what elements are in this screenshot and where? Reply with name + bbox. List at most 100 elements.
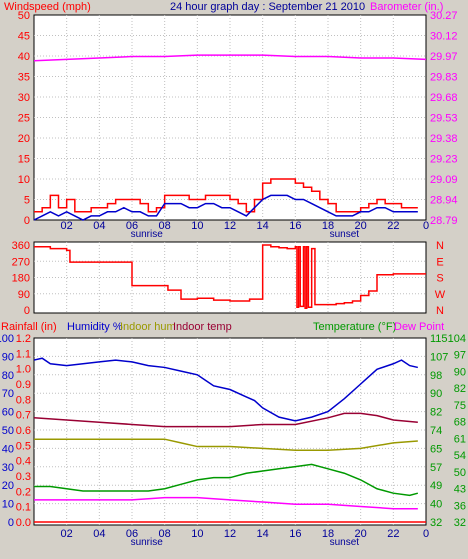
dir-ytick-3: 270: [12, 256, 30, 268]
temp-outer-ytick-4: 54: [454, 450, 466, 462]
pct-ytick-5: 50: [2, 425, 14, 437]
wind-xtick-02: 02: [61, 220, 73, 232]
th-xtick-10: 10: [191, 528, 203, 540]
pct-ytick-7: 70: [2, 388, 14, 400]
rainfall-label: Rainfall (in): [1, 321, 57, 333]
temp-outer-ytick-0: 32: [454, 517, 466, 529]
pct-ytick-10: 100: [0, 333, 14, 345]
temp-ytick-10: 115: [430, 333, 448, 345]
pct-ytick-6: 60: [2, 407, 14, 419]
temp-ytick-7: 90: [430, 388, 442, 400]
pct-ytick-1: 10: [2, 499, 14, 511]
temp-ytick-8: 98: [430, 370, 442, 382]
avg-wind-line: [33, 194, 418, 221]
series-indoor-hum: [34, 438, 418, 451]
rain-ytick-10: 1.0: [16, 364, 31, 376]
temp-outer-ytick-1: 36: [454, 500, 466, 512]
th-xtick-0: 0: [423, 528, 429, 540]
wind-ytick-5: 25: [18, 113, 30, 125]
compass-3: E: [436, 256, 443, 268]
rain-ytick-5: 0.5: [16, 440, 31, 452]
rain-ytick-2: 0.2: [16, 486, 31, 498]
temp-outer-ytick-8: 82: [454, 383, 466, 395]
temp-hum-x-ticks: 02 04 06 08 10 12 14 16 18 20 22 0 sunrise sunset: [61, 528, 430, 548]
wind-xtick-16: 16: [289, 220, 301, 232]
barometer-line: [33, 54, 427, 62]
dir-ytick-0: 0: [24, 305, 30, 317]
rain-ytick-8: 0.8: [16, 394, 31, 406]
series-temperature-f-: [34, 463, 419, 497]
baro-ytick-6: 29.68: [430, 92, 458, 104]
direction-series: [34, 244, 426, 309]
dir-ytick-4: 360: [12, 240, 30, 252]
temp-ytick-1: 40: [430, 499, 442, 511]
baro-ytick-4: 29.38: [430, 133, 458, 145]
wind-series: [33, 54, 427, 221]
wind-xtick-06: 06: [126, 220, 138, 232]
direction-line: [34, 244, 426, 309]
compass-4: N: [436, 240, 444, 252]
temperature-label: Temperature (°F): [313, 321, 396, 333]
th-xtick-02: 02: [61, 528, 73, 540]
wind-xtick-08: 08: [159, 220, 171, 232]
rain-ytick-0: 0.0: [16, 517, 31, 529]
temp-outer-ytick-7: 75: [454, 400, 466, 412]
wind-xtick-sunrise: sunrise: [131, 229, 164, 240]
rain-ytick-7: 0.7: [16, 410, 31, 422]
baro-ytick-0: 28.79: [430, 215, 458, 227]
compass-2: S: [436, 273, 443, 285]
temp-ytick-6: 82: [430, 407, 442, 419]
wind-ytick-6: 30: [18, 92, 30, 104]
th-xtick-sunset: sunset: [330, 537, 360, 548]
temp-hum-grid: [34, 338, 426, 525]
wind-ytick-4: 20: [18, 133, 30, 145]
compass-1: W: [435, 289, 446, 301]
temp-outer-ytick-5: 61: [454, 433, 466, 445]
temp-ytick-2: 49: [430, 480, 442, 492]
temp-outer-ytick-9: 90: [454, 366, 466, 378]
wind-xtick-10: 10: [191, 220, 203, 232]
temp-ytick-0: 32: [430, 517, 442, 529]
percent-y-ticks: 0 10 20 30 40 50 60 70 80 90 100: [0, 333, 14, 529]
temp-ytick-4: 65: [430, 443, 442, 455]
compass-0: N: [436, 305, 444, 317]
wind-ytick-1: 5: [24, 195, 30, 207]
baro-ytick-10: 30.27: [430, 10, 458, 22]
temp-outer-ytick-3: 50: [454, 467, 466, 479]
pct-ytick-9: 90: [2, 351, 14, 363]
temp-outer-ytick-11: 104: [448, 333, 466, 345]
wind-ytick-8: 40: [18, 51, 30, 63]
temp-ytick-5: 74: [430, 425, 442, 437]
temp-hum-panel: 0102030405060708090100 0.00.10.20.30.40.…: [0, 333, 466, 548]
rain-ytick-11: 1.1: [16, 348, 31, 360]
baro-ytick-5: 29.53: [430, 113, 458, 125]
dir-ytick-1: 90: [18, 289, 30, 301]
wind-ytick-3: 15: [18, 154, 30, 166]
wind-xtick-22: 22: [387, 220, 399, 232]
th-xtick-20: 20: [355, 528, 367, 540]
rain-ytick-6: 0.6: [16, 425, 31, 437]
pct-ytick-8: 80: [2, 370, 14, 382]
th-xtick-04: 04: [93, 528, 105, 540]
rain-ytick-9: 0.9: [16, 379, 31, 391]
temp-ytick-9: 107: [430, 351, 448, 363]
th-xtick-sunrise: sunrise: [131, 537, 164, 548]
series-humidity-: [33, 357, 418, 422]
pct-ytick-0: 0: [8, 517, 14, 529]
wind-panel: 0 5 10 15 20 25 30 35 40 45 50 28.79 28.94 29.09 29.2…: [18, 10, 458, 240]
baro-ytick-3: 29.23: [430, 154, 458, 166]
th-xtick-16: 16: [289, 528, 301, 540]
wind-ytick-0: 0: [24, 215, 30, 227]
wind-x-ticks: 02 04 06 08 10 12 14 16 18 20 22 0 sunrise sunset: [61, 220, 430, 240]
indoor-hum-label: Indoor hum: [120, 321, 176, 333]
temperature-y-ticks: 32 40 49 57 65 74 82 90 98 107 115: [430, 333, 448, 529]
th-xtick-06: 06: [126, 528, 138, 540]
th-xtick-12: 12: [224, 528, 236, 540]
baro-ytick-9: 30.12: [430, 31, 458, 43]
th-xtick-18: 18: [322, 528, 334, 540]
baro-ytick-1: 28.94: [430, 195, 458, 207]
series-indoor-temp: [33, 412, 418, 428]
dew-point-label: Dew Point: [394, 321, 444, 333]
